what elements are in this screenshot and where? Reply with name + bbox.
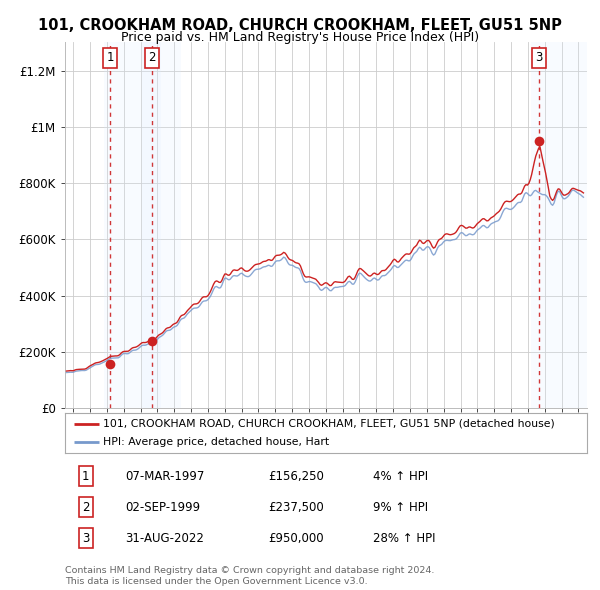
Text: 9% ↑ HPI: 9% ↑ HPI bbox=[373, 500, 428, 514]
Text: HPI: Average price, detached house, Hart: HPI: Average price, detached house, Hart bbox=[103, 437, 329, 447]
Bar bbox=[104, 42, 161, 408]
Bar bbox=[531, 42, 587, 408]
Text: 4% ↑ HPI: 4% ↑ HPI bbox=[373, 470, 428, 483]
Bar bbox=[142, 42, 181, 408]
Text: 3: 3 bbox=[82, 532, 89, 545]
Text: £156,250: £156,250 bbox=[268, 470, 324, 483]
Text: 1: 1 bbox=[106, 51, 113, 64]
Text: 2: 2 bbox=[82, 500, 89, 514]
Text: Contains HM Land Registry data © Crown copyright and database right 2024.: Contains HM Land Registry data © Crown c… bbox=[65, 566, 434, 575]
Text: 28% ↑ HPI: 28% ↑ HPI bbox=[373, 532, 435, 545]
Text: Price paid vs. HM Land Registry's House Price Index (HPI): Price paid vs. HM Land Registry's House … bbox=[121, 31, 479, 44]
Text: £950,000: £950,000 bbox=[268, 532, 324, 545]
Text: 3: 3 bbox=[535, 51, 542, 64]
Text: 1: 1 bbox=[82, 470, 89, 483]
Text: 02-SEP-1999: 02-SEP-1999 bbox=[125, 500, 200, 514]
Text: 31-AUG-2022: 31-AUG-2022 bbox=[125, 532, 204, 545]
Text: This data is licensed under the Open Government Licence v3.0.: This data is licensed under the Open Gov… bbox=[65, 577, 367, 586]
Text: 07-MAR-1997: 07-MAR-1997 bbox=[125, 470, 204, 483]
Text: £237,500: £237,500 bbox=[268, 500, 324, 514]
Text: 101, CROOKHAM ROAD, CHURCH CROOKHAM, FLEET, GU51 5NP: 101, CROOKHAM ROAD, CHURCH CROOKHAM, FLE… bbox=[38, 18, 562, 32]
Text: 2: 2 bbox=[148, 51, 155, 64]
Text: 101, CROOKHAM ROAD, CHURCH CROOKHAM, FLEET, GU51 5NP (detached house): 101, CROOKHAM ROAD, CHURCH CROOKHAM, FLE… bbox=[103, 419, 554, 429]
